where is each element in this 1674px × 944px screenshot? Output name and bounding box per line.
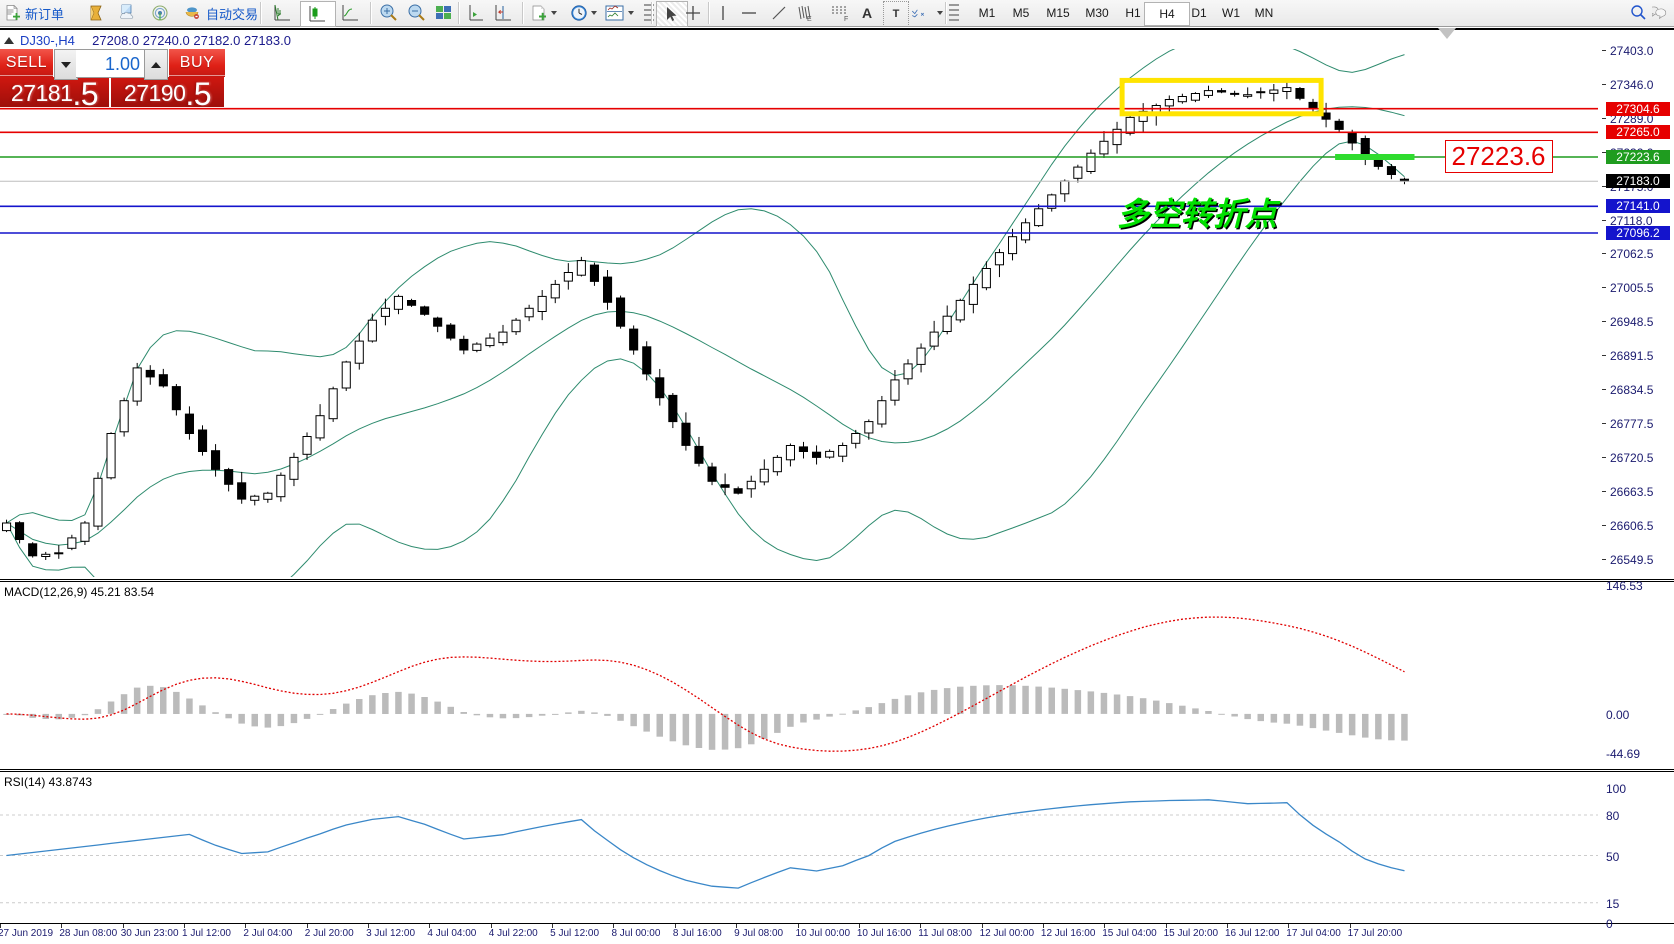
svg-text:E: E — [807, 16, 812, 21]
svg-text:F: F — [844, 16, 848, 21]
